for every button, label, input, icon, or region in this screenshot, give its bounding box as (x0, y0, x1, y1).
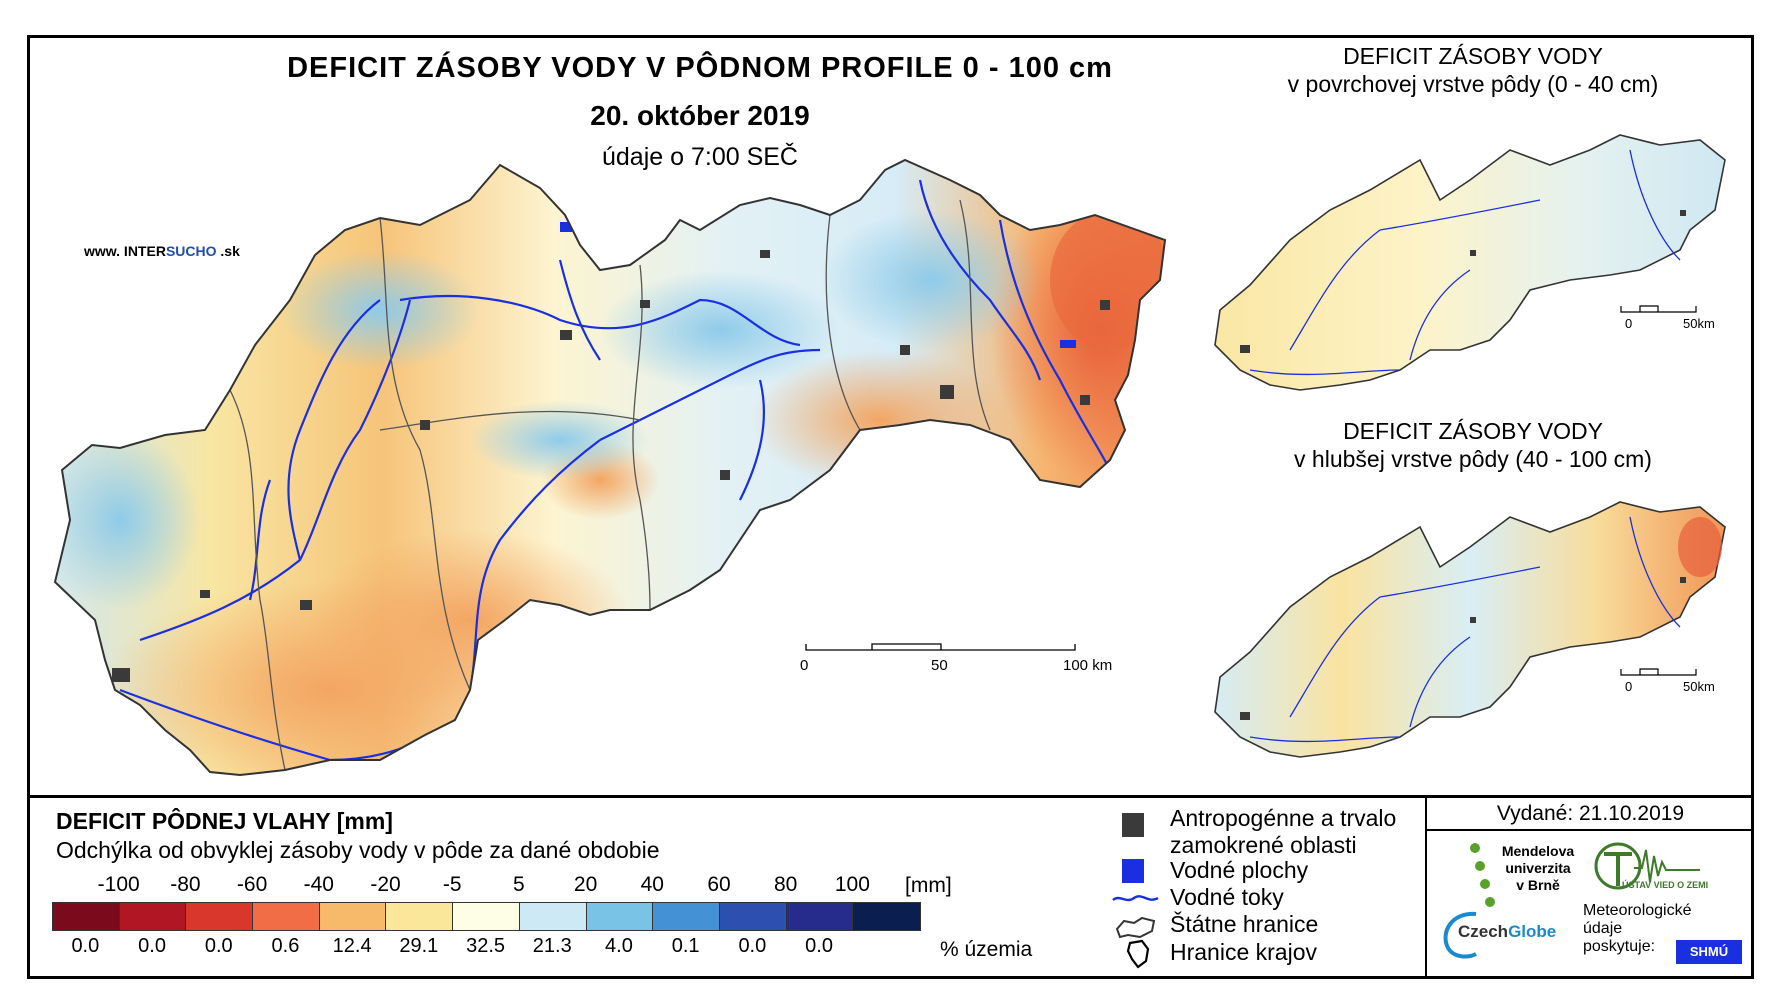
map-time: údaje o 7:00 SEČ (602, 143, 798, 171)
inset-bottom-scale-end: 50km (1683, 679, 1715, 694)
river-symbol (1112, 895, 1159, 902)
mendel-dots-icon (1470, 843, 1495, 907)
legend-threshold-label: 80 (774, 873, 798, 896)
inset-top-map (1214, 134, 1726, 391)
scale-zero: 0 (800, 657, 809, 674)
legend-divider (27, 795, 1754, 798)
inset-top-scale-bar (1620, 305, 1697, 313)
inset-bottom-scale-zero: 0 (1625, 679, 1633, 694)
info-divider-vertical (1425, 795, 1427, 979)
legend-threshold-label: -80 (170, 873, 201, 896)
legend-pct-label: % územia (940, 938, 1033, 961)
inset-top-scale-end: 50km (1683, 316, 1715, 331)
legend-percentage-label: 29.1 (399, 935, 439, 957)
czechglobe-arc-icon (1443, 911, 1477, 959)
legend-unit: [mm] (905, 874, 952, 897)
mendel-logo-text: Mendelova univerzita v Brně (1501, 843, 1575, 893)
legend-threshold-label: 5 (513, 873, 525, 896)
legend-threshold-label: -20 (370, 873, 401, 896)
main-scale-bar (805, 643, 1076, 651)
legend-percentage-label: 0.6 (271, 935, 300, 957)
legend-thresholds: -100 -80 -60 -40 -20 -5 5 20 40 60 80 100 (52, 873, 932, 901)
legend-bin (186, 903, 254, 930)
legend-bin (853, 903, 920, 930)
state-border-symbol (1115, 916, 1156, 939)
uvgz-logo (1594, 842, 1700, 890)
legend-bin (519, 903, 587, 930)
legend-percentage-label: 0.1 (671, 935, 700, 957)
legend-threshold-label: 100 (834, 873, 870, 896)
map-title: DEFICIT ZÁSOBY VODY V PÔDNOM PROFILE 0 -… (287, 52, 1113, 84)
inset-bottom-map (1214, 501, 1726, 758)
legend-percentage-label: 0.0 (71, 935, 100, 957)
legend-bin (453, 903, 520, 930)
uvgz-text: ÚSTAV VIED O ZEMI (1622, 880, 1709, 890)
inset-bottom-scale-bar (1620, 668, 1697, 676)
legend-percentage-label: 0.0 (738, 935, 767, 957)
meteo-provider-text: Meteorologické údaje poskytuje: (1583, 902, 1692, 955)
legend-bin (719, 903, 787, 930)
legend-percentage-label: 0.0 (805, 935, 833, 957)
legend-percentages: 0.0 0.0 0.0 0.6 12.4 29.1 32.5 21.3 4.0 0.1 0.0 0.0 (52, 935, 952, 963)
scale-end: 100 km (1063, 657, 1113, 674)
legend-threshold-label: 40 (640, 873, 664, 896)
legend-threshold-label: -40 (303, 873, 334, 896)
inset-top-title: DEFICIT ZÁSOBY VODY v povrchovej vrstve … (1287, 43, 1659, 97)
issued-date: Vydané: 21.10.2019 (1496, 802, 1685, 825)
region-border-symbol (1126, 939, 1150, 969)
legend-threshold-label: 20 (573, 873, 598, 896)
legend-bin (386, 903, 454, 930)
legend-threshold-label: -100 (97, 873, 140, 896)
legend-percentage-label: 0.0 (138, 935, 166, 957)
legend-bin (786, 903, 854, 930)
legend-bin (253, 903, 320, 930)
legend-bin (119, 903, 187, 930)
legend-bin (53, 903, 120, 930)
scale-mid: 50 (931, 657, 948, 674)
czechglobe-logo-text: CzechGlobe (1458, 922, 1557, 941)
legend-percentage-label: 0.0 (204, 935, 233, 957)
legend-percentage-label: 21.3 (532, 935, 572, 957)
water-symbol (1122, 859, 1144, 883)
inset-top-scale-zero: 0 (1625, 316, 1633, 331)
anthropo-symbol (1122, 813, 1144, 837)
legend-percentage-label: 32.5 (466, 935, 506, 957)
legend-percentage-label: 4.0 (605, 935, 633, 957)
legend-threshold-label: 60 (707, 873, 731, 896)
legend-threshold-label: -5 (442, 873, 462, 896)
map-date: 20. október 2019 (590, 100, 810, 131)
shmu-logo: SHMÚ (1676, 940, 1742, 964)
legend-bin (586, 903, 654, 930)
legend-subtitle: Odchýlka od obvyklej zásoby vody v pôde … (56, 837, 660, 863)
legend-percentage-label: 12.4 (332, 935, 372, 957)
legend-bin (319, 903, 387, 930)
legend-color-bins (52, 902, 921, 931)
legend-title: DEFICIT PÔDNEJ VLAHY [mm] (56, 808, 393, 834)
legend-bin (653, 903, 720, 930)
website-label: www. INTERSUCHO .sk (84, 243, 240, 259)
inset-bottom-title: DEFICIT ZÁSOBY VODY v hlubšej vrstve pôd… (1294, 418, 1652, 472)
info-divider-horizontal (1425, 829, 1754, 831)
legend-threshold-label: -60 (236, 873, 268, 896)
